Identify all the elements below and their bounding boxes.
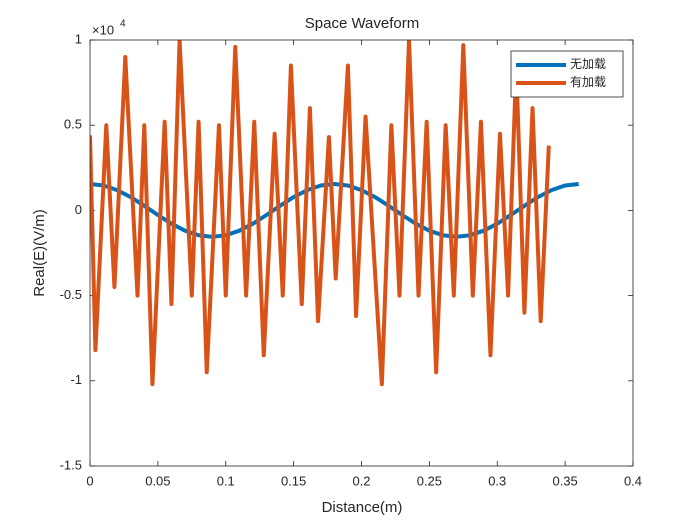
y-tick-label: -1	[70, 372, 82, 387]
x-tick-label: 0.35	[552, 473, 577, 488]
legend-label: 有加载	[570, 75, 606, 89]
y-axis-label: Real(E)(V/m)	[31, 209, 48, 297]
chart-title: Space Waveform	[305, 15, 420, 32]
x-tick-label: 0.4	[624, 473, 642, 488]
x-tick-label: 0.1	[217, 473, 235, 488]
x-tick-label: 0.15	[281, 473, 306, 488]
y-tick-label: 0.5	[64, 117, 82, 132]
y-multiplier-exponent: 4	[120, 19, 126, 30]
y-tick-label: 0	[75, 202, 82, 217]
y-tick-label: -1.5	[60, 457, 82, 472]
x-tick-label: 0	[86, 473, 93, 488]
x-tick-label: 0.2	[352, 473, 370, 488]
axes-box	[89, 39, 634, 467]
y-tick-label: -0.5	[60, 287, 82, 302]
series-line	[90, 40, 551, 387]
y-multiplier: ×10	[92, 22, 114, 37]
legend-box	[510, 50, 624, 98]
y-tick-label: 1	[75, 31, 82, 46]
x-tick-label: 0.3	[488, 473, 506, 488]
x-tick-label: 0.25	[417, 473, 442, 488]
x-tick-label: 0.05	[145, 473, 170, 488]
x-axis-label: Distance(m)	[322, 499, 403, 516]
legend-label: 无加载	[570, 57, 606, 71]
